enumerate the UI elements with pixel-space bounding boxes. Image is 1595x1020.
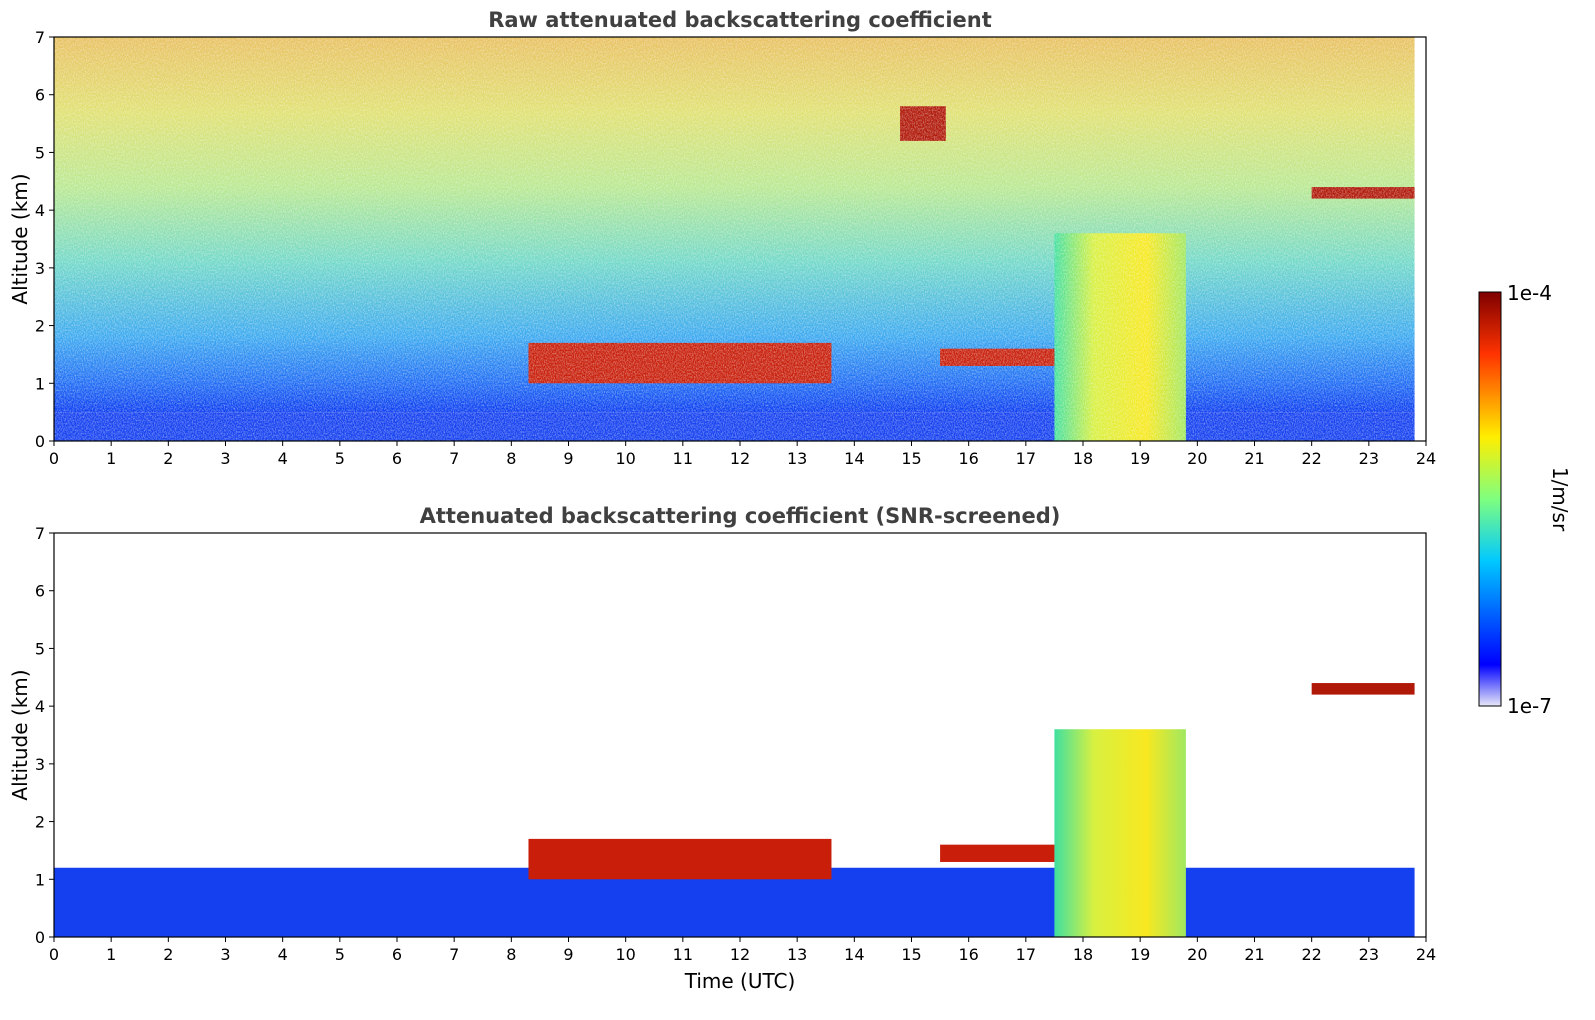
colorbar: 1e-4 1e-7 1/m/sr (1478, 281, 1572, 718)
y-tick-label: 1 (35, 870, 45, 889)
x-tick-label: 18 (1073, 449, 1093, 468)
y-tick-label: 3 (35, 755, 45, 774)
y-tick-label: 5 (35, 639, 45, 658)
y-tick-label: 2 (35, 813, 45, 832)
y-ticks-raw: 0 1 2 3 4 5 6 7 (35, 28, 54, 451)
y-tick-label: 3 (35, 259, 45, 278)
feature-cloud-layer-2 (528, 838, 832, 880)
x-tick-label: 22 (1301, 449, 1321, 468)
colorbar-max-label: 1e-4 (1507, 281, 1552, 305)
x-ticks-raw: 0 1 2 3 4 5 6 7 8 9 10 11 12 13 14 15 16 17 18 19 20 21 22 23 24 (49, 441, 1436, 468)
plot-area-raw (54, 37, 1415, 441)
y-tick-label: 1 (35, 374, 45, 393)
x-tick-label: 10 (615, 449, 635, 468)
x-tick-label: 4 (278, 449, 288, 468)
x-tick-label: 22 (1301, 945, 1321, 964)
x-tick-label: 8 (506, 945, 516, 964)
x-tick-label: 12 (730, 449, 750, 468)
x-tick-label: 2 (163, 449, 173, 468)
x-tick-label: 6 (392, 945, 402, 964)
x-tick-label: 0 (49, 945, 59, 964)
x-tick-label: 15 (901, 449, 921, 468)
x-tick-label: 2 (163, 945, 173, 964)
x-tick-label: 16 (958, 449, 978, 468)
feature-cirrus-4 (1311, 683, 1415, 695)
x-tick-label: 23 (1359, 945, 1379, 964)
x-tick-label: 15 (901, 945, 921, 964)
x-tick-label: 19 (1130, 449, 1150, 468)
x-tick-label: 17 (1016, 449, 1036, 468)
x-tick-label: 0 (49, 449, 59, 468)
x-tick-label: 11 (673, 449, 693, 468)
x-tick-label: 20 (1187, 945, 1207, 964)
x-tick-label: 9 (563, 449, 573, 468)
y-tick-label: 2 (35, 317, 45, 336)
x-tick-label: 3 (220, 945, 230, 964)
x-tick-label: 7 (449, 945, 459, 964)
x-tick-label: 14 (844, 449, 864, 468)
x-tick-label: 24 (1416, 449, 1436, 468)
plot-area-screened (54, 683, 1415, 937)
x-tick-label: 8 (506, 449, 516, 468)
x-tick-label: 11 (673, 945, 693, 964)
colorbar-gradient (1478, 291, 1502, 707)
x-tick-label: 6 (392, 449, 402, 468)
y-tick-label: 0 (35, 928, 45, 947)
y-ticks-screened: 0 1 2 3 4 5 6 7 (35, 524, 54, 947)
x-axis-label: Time (UTC) (684, 969, 796, 993)
x-tick-label: 18 (1073, 945, 1093, 964)
y-axis-label-screened: Altitude (km) (8, 669, 32, 800)
panel-raw: Raw attenuated backscattering coefficien… (8, 8, 1436, 468)
panel-title-raw: Raw attenuated backscattering coefficien… (488, 8, 992, 32)
x-tick-label: 7 (449, 449, 459, 468)
x-tick-label: 14 (844, 945, 864, 964)
panel-screened: Attenuated backscattering coefficient (S… (8, 504, 1436, 993)
x-tick-label: 24 (1416, 945, 1436, 964)
x-tick-label: 3 (220, 449, 230, 468)
y-tick-label: 7 (35, 524, 45, 543)
y-tick-label: 6 (35, 582, 45, 601)
colorbar-min-label: 1e-7 (1507, 694, 1552, 718)
y-tick-label: 4 (35, 201, 45, 220)
x-tick-label: 19 (1130, 945, 1150, 964)
x-tick-label: 13 (787, 945, 807, 964)
x-tick-label: 9 (563, 945, 573, 964)
x-tick-label: 13 (787, 449, 807, 468)
colorbar-unit-label: 1/m/sr (1548, 467, 1572, 532)
y-tick-label: 0 (35, 432, 45, 451)
x-tick-label: 21 (1244, 449, 1264, 468)
feature-precipitation-1 (1054, 729, 1186, 937)
x-tick-label: 1 (106, 449, 116, 468)
x-tick-label: 4 (278, 945, 288, 964)
panel-title-screened: Attenuated backscattering coefficient (S… (420, 504, 1061, 528)
x-tick-label: 1 (106, 945, 116, 964)
y-tick-label: 7 (35, 28, 45, 47)
y-axis-label-raw: Altitude (km) (8, 173, 32, 304)
x-tick-label: 10 (615, 945, 635, 964)
y-tick-label: 4 (35, 697, 45, 716)
x-tick-label: 21 (1244, 945, 1264, 964)
noise-texture (54, 37, 1415, 441)
x-tick-label: 16 (958, 945, 978, 964)
feature-cloud-layer-3 (940, 844, 1055, 862)
x-tick-label: 5 (335, 449, 345, 468)
x-tick-label: 5 (335, 945, 345, 964)
x-tick-label: 20 (1187, 449, 1207, 468)
y-tick-label: 5 (35, 143, 45, 162)
y-tick-label: 6 (35, 86, 45, 105)
x-tick-label: 17 (1016, 945, 1036, 964)
x-tick-label: 23 (1359, 449, 1379, 468)
x-tick-label: 12 (730, 945, 750, 964)
x-ticks-screened: 0 1 2 3 4 5 6 7 8 9 10 11 12 13 14 15 16 17 18 19 20 21 22 23 24 (49, 937, 1436, 964)
